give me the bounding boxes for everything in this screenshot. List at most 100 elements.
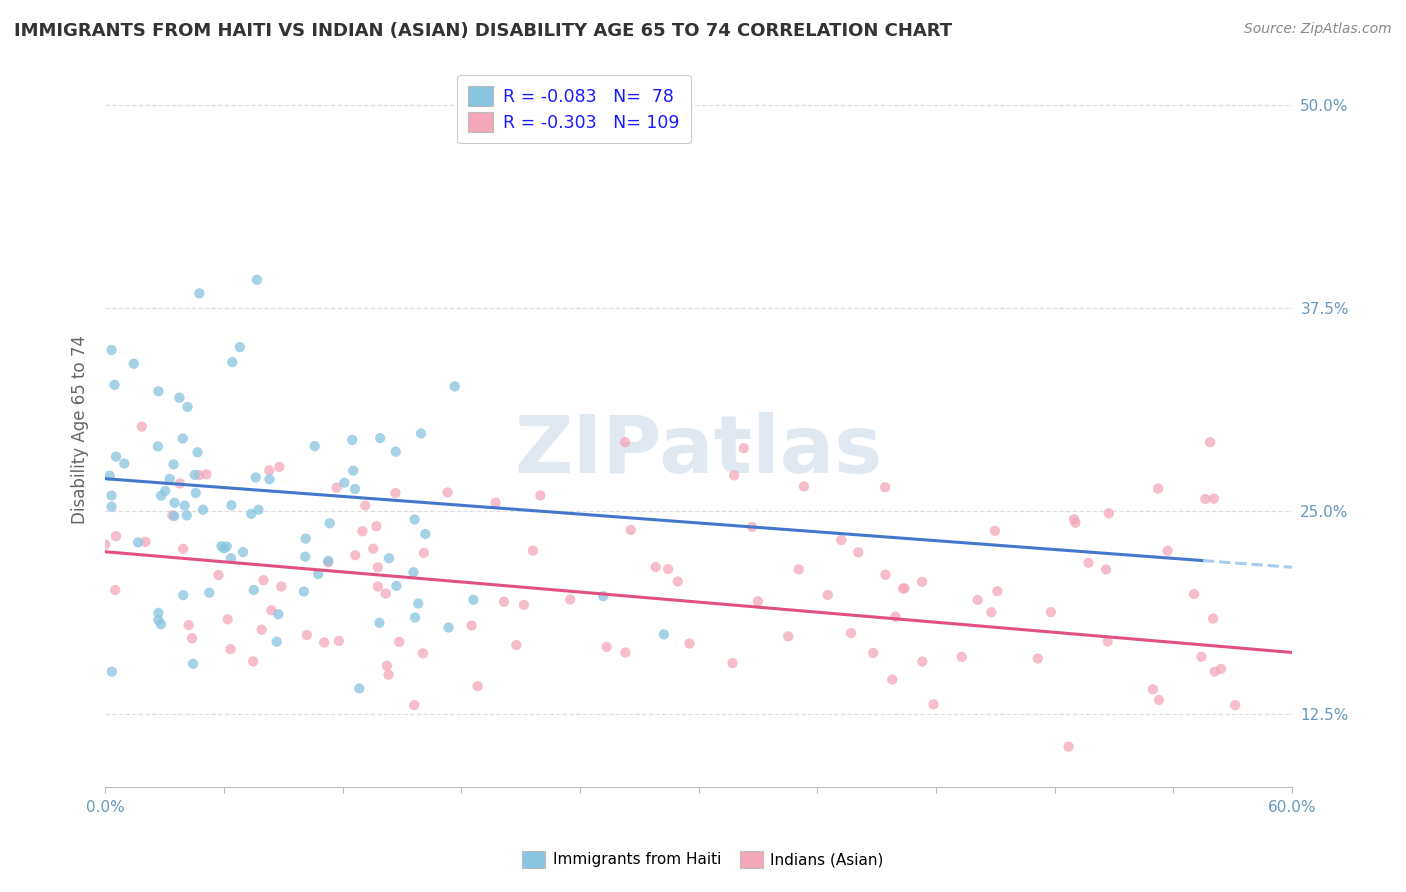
Point bbox=[620, 523, 643, 537]
Point bbox=[367, 560, 389, 574]
Point bbox=[1199, 435, 1222, 450]
Point bbox=[862, 646, 884, 660]
Point bbox=[259, 472, 281, 486]
Point bbox=[529, 488, 551, 502]
Point bbox=[162, 458, 184, 472]
Point bbox=[316, 555, 339, 569]
Point bbox=[163, 496, 186, 510]
Point bbox=[492, 595, 515, 609]
Point bbox=[294, 532, 316, 546]
Point bbox=[1202, 612, 1225, 626]
Point bbox=[169, 476, 191, 491]
Point bbox=[1026, 651, 1049, 665]
Point bbox=[922, 698, 945, 712]
Point bbox=[295, 628, 318, 642]
Point bbox=[100, 488, 122, 502]
Point bbox=[522, 543, 544, 558]
Point bbox=[148, 606, 170, 620]
Point bbox=[184, 486, 207, 500]
Point bbox=[131, 419, 153, 434]
Point bbox=[307, 566, 329, 581]
Point bbox=[1147, 693, 1170, 707]
Point bbox=[1147, 482, 1170, 496]
Point bbox=[344, 548, 367, 562]
Point bbox=[292, 584, 315, 599]
Point bbox=[104, 582, 127, 597]
Point bbox=[105, 529, 128, 543]
Point bbox=[342, 433, 364, 447]
Point bbox=[294, 549, 316, 564]
Point bbox=[105, 450, 128, 464]
Point bbox=[1142, 682, 1164, 697]
Point bbox=[1057, 739, 1080, 754]
Point bbox=[911, 574, 934, 589]
Point bbox=[149, 617, 172, 632]
Point bbox=[221, 355, 243, 369]
Point bbox=[270, 580, 292, 594]
Point bbox=[252, 573, 274, 587]
Point bbox=[246, 273, 269, 287]
Point bbox=[314, 635, 336, 649]
Point bbox=[409, 426, 432, 441]
Point bbox=[368, 431, 391, 445]
Point bbox=[721, 656, 744, 670]
Point bbox=[148, 613, 170, 627]
Point bbox=[1182, 587, 1205, 601]
Point bbox=[1223, 698, 1246, 713]
Point bbox=[875, 480, 897, 494]
Point bbox=[247, 502, 270, 516]
Point bbox=[388, 635, 411, 649]
Point bbox=[188, 286, 211, 301]
Point bbox=[266, 634, 288, 648]
Point bbox=[1039, 605, 1062, 619]
Point bbox=[406, 597, 429, 611]
Point bbox=[219, 551, 242, 566]
Point bbox=[260, 603, 283, 617]
Point bbox=[343, 482, 366, 496]
Point bbox=[245, 470, 267, 484]
Point bbox=[183, 467, 205, 482]
Point bbox=[366, 519, 388, 533]
Point bbox=[242, 582, 264, 597]
Point bbox=[1194, 491, 1216, 506]
Point bbox=[1191, 649, 1213, 664]
Point bbox=[723, 468, 745, 483]
Point bbox=[778, 629, 800, 643]
Point bbox=[94, 538, 117, 552]
Point bbox=[212, 541, 235, 556]
Point bbox=[100, 500, 122, 514]
Point bbox=[560, 592, 582, 607]
Point bbox=[463, 592, 485, 607]
Point bbox=[966, 593, 988, 607]
Legend: R = -0.083   N=  78, R = -0.303   N= 109: R = -0.083 N= 78, R = -0.303 N= 109 bbox=[457, 75, 690, 144]
Point bbox=[404, 512, 426, 526]
Point bbox=[217, 612, 239, 626]
Point bbox=[269, 459, 291, 474]
Point bbox=[1064, 516, 1087, 530]
Text: ZIPatlas: ZIPatlas bbox=[515, 412, 883, 491]
Point bbox=[349, 681, 371, 696]
Point bbox=[513, 598, 536, 612]
Point bbox=[1156, 543, 1178, 558]
Point bbox=[181, 631, 204, 645]
Point bbox=[122, 357, 145, 371]
Point bbox=[352, 524, 374, 539]
Point bbox=[221, 498, 243, 512]
Point bbox=[215, 540, 238, 554]
Point bbox=[875, 567, 897, 582]
Point bbox=[884, 609, 907, 624]
Point bbox=[787, 562, 810, 576]
Point bbox=[595, 640, 617, 654]
Point bbox=[318, 516, 340, 531]
Point bbox=[112, 457, 135, 471]
Point bbox=[377, 667, 399, 681]
Point bbox=[911, 655, 934, 669]
Point bbox=[188, 468, 211, 483]
Point bbox=[980, 605, 1002, 619]
Point bbox=[259, 463, 281, 477]
Y-axis label: Disability Age 65 to 74: Disability Age 65 to 74 bbox=[72, 335, 89, 524]
Point bbox=[98, 468, 121, 483]
Legend: Immigrants from Haiti, Indians (Asian): Immigrants from Haiti, Indians (Asian) bbox=[516, 845, 890, 873]
Point bbox=[146, 439, 169, 453]
Point bbox=[1095, 562, 1118, 576]
